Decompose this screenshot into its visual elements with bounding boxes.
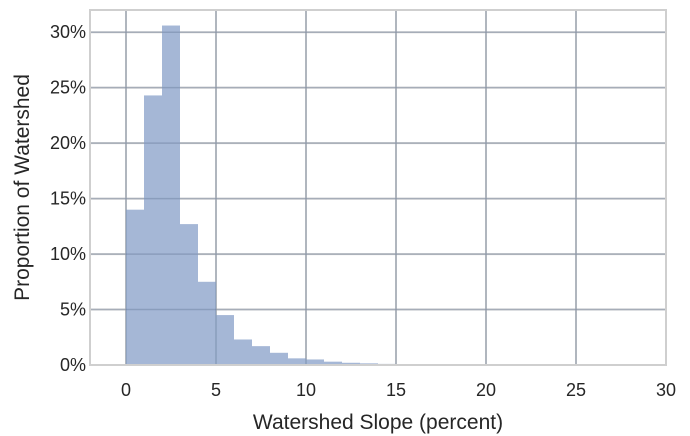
histogram-bar bbox=[198, 281, 216, 365]
histogram-bar bbox=[234, 339, 252, 365]
histogram-bar bbox=[324, 361, 342, 365]
histogram-bar bbox=[162, 25, 180, 365]
histogram-bar bbox=[144, 95, 162, 365]
overlay-grid-layer bbox=[90, 10, 667, 366]
y-tick-label: 25% bbox=[50, 78, 86, 98]
y-tick-label: 20% bbox=[50, 133, 86, 153]
y-tick-labels: 0% 5% 10% 15% 20% 25% 30% bbox=[50, 22, 86, 375]
histogram-bar bbox=[270, 352, 288, 365]
plot-frame bbox=[89, 9, 667, 366]
bar-layer bbox=[126, 25, 648, 365]
x-tick-label: 10 bbox=[296, 380, 316, 400]
x-tick-label: 20 bbox=[476, 380, 496, 400]
grid-layer bbox=[90, 10, 667, 366]
y-tick-label: 15% bbox=[50, 189, 86, 209]
histogram-bar bbox=[306, 359, 324, 365]
x-tick-label: 25 bbox=[566, 380, 586, 400]
y-tick-label: 10% bbox=[50, 244, 86, 264]
y-tick-label: 0% bbox=[60, 355, 86, 375]
x-tick-label: 30 bbox=[656, 380, 676, 400]
x-axis-label: Watershed Slope (percent) bbox=[253, 411, 503, 434]
x-tick-label: 5 bbox=[211, 380, 221, 400]
histogram-bar bbox=[252, 346, 270, 365]
x-tick-labels: 0 5 10 15 20 25 30 bbox=[121, 380, 676, 400]
y-tick-label: 30% bbox=[50, 22, 86, 42]
y-tick-label: 5% bbox=[60, 300, 86, 320]
histogram-bar bbox=[126, 209, 144, 365]
histogram-bar bbox=[216, 315, 234, 365]
y-axis-label: Proportion of Watershed bbox=[11, 74, 34, 301]
x-tick-label: 0 bbox=[121, 380, 131, 400]
histogram-bar bbox=[342, 362, 360, 365]
histogram-bar bbox=[288, 358, 306, 365]
histogram-bar bbox=[180, 224, 198, 365]
x-tick-label: 15 bbox=[386, 380, 406, 400]
